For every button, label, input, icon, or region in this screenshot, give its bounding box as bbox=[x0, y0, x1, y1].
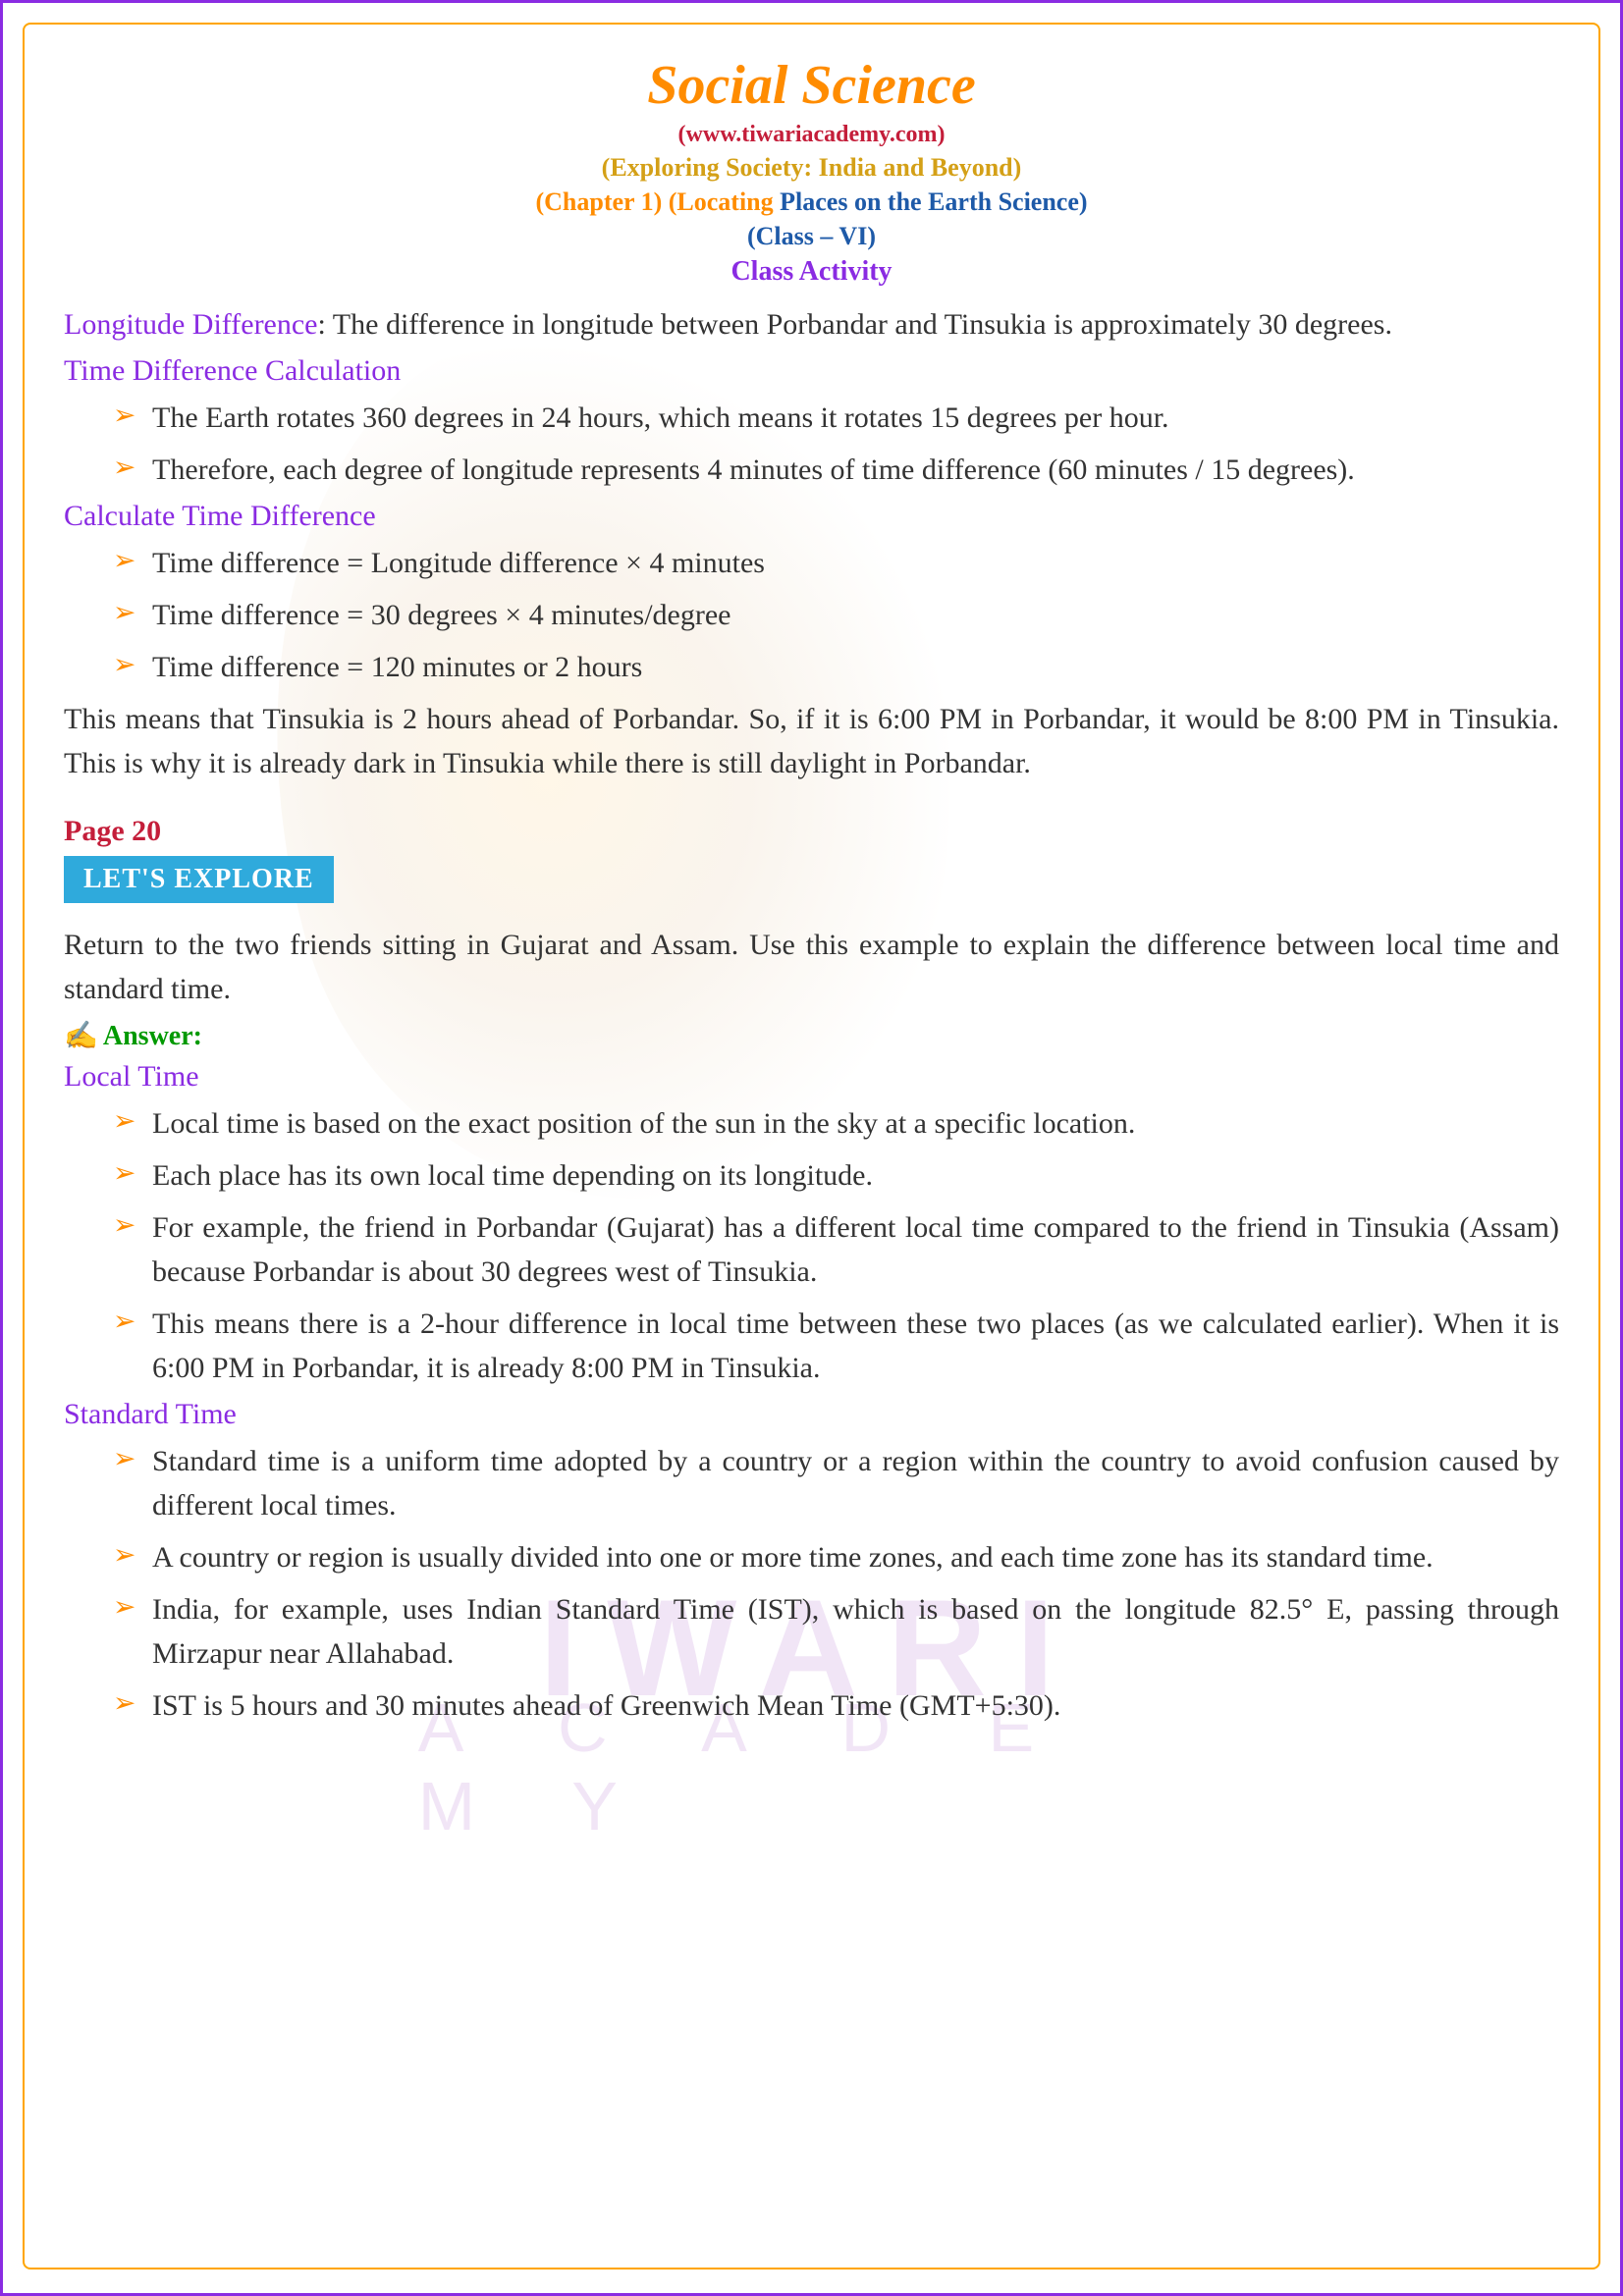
activity-label: Class Activity bbox=[64, 256, 1559, 288]
list-item: Time difference = 120 minutes or 2 hours bbox=[64, 645, 1559, 689]
list-item: Local time is based on the exact positio… bbox=[64, 1101, 1559, 1146]
standard-time-heading: Standard Time bbox=[64, 1398, 1559, 1431]
question-text: Return to the two friends sitting in Guj… bbox=[64, 923, 1559, 1011]
list-item: Therefore, each degree of longitude repr… bbox=[64, 448, 1559, 492]
calc-time-diff-list: Time difference = Longitude difference ×… bbox=[64, 541, 1559, 689]
time-diff-calc-list: The Earth rotates 360 degrees in 24 hour… bbox=[64, 396, 1559, 492]
conclusion-text: This means that Tinsukia is 2 hours ahea… bbox=[64, 697, 1559, 785]
time-diff-calc-heading: Time Difference Calculation bbox=[64, 354, 1559, 388]
subtitle-chapter: (Chapter 1) (Locating Places on the Eart… bbox=[64, 187, 1559, 217]
list-item: IST is 5 hours and 30 minutes ahead of G… bbox=[64, 1683, 1559, 1728]
list-item: Time difference = 30 degrees × 4 minutes… bbox=[64, 593, 1559, 637]
class-label: (Class – VI) bbox=[64, 222, 1559, 251]
local-time-list: Local time is based on the exact positio… bbox=[64, 1101, 1559, 1390]
lets-explore-box: LET'S EXPLORE bbox=[64, 856, 334, 903]
list-item: The Earth rotates 360 degrees in 24 hour… bbox=[64, 396, 1559, 440]
list-item: Each place has its own local time depend… bbox=[64, 1153, 1559, 1198]
local-time-heading: Local Time bbox=[64, 1060, 1559, 1094]
list-item: Time difference = Longitude difference ×… bbox=[64, 541, 1559, 585]
inner-border: IWARI A C A D E M Y Social Science (www.… bbox=[23, 23, 1600, 2269]
page-number-label: Page 20 bbox=[64, 815, 1559, 848]
longitude-heading: Longitude Difference bbox=[64, 308, 318, 341]
list-item: A country or region is usually divided i… bbox=[64, 1535, 1559, 1579]
page-container: IWARI A C A D E M Y Social Science (www.… bbox=[0, 0, 1623, 2296]
chapter-part1: (Chapter 1) (Locating bbox=[535, 187, 780, 216]
list-item: Standard time is a uniform time adopted … bbox=[64, 1439, 1559, 1527]
page-title: Social Science bbox=[64, 54, 1559, 117]
chapter-part2: Places on the Earth Science) bbox=[780, 187, 1087, 216]
answer-label: Answer: bbox=[64, 1019, 1559, 1052]
longitude-text: : The difference in longitude between Po… bbox=[318, 308, 1392, 341]
website-url: (www.tiwariacademy.com) bbox=[64, 122, 1559, 148]
calc-time-diff-heading: Calculate Time Difference bbox=[64, 500, 1559, 533]
list-item: India, for example, uses Indian Standard… bbox=[64, 1587, 1559, 1676]
longitude-intro: Longitude Difference: The difference in … bbox=[64, 302, 1559, 347]
standard-time-list: Standard time is a uniform time adopted … bbox=[64, 1439, 1559, 1728]
list-item: This means there is a 2-hour difference … bbox=[64, 1302, 1559, 1390]
list-item: For example, the friend in Porbandar (Gu… bbox=[64, 1205, 1559, 1294]
subtitle-book: (Exploring Society: India and Beyond) bbox=[64, 153, 1559, 183]
content-area: Social Science (www.tiwariacademy.com) (… bbox=[64, 54, 1559, 1728]
